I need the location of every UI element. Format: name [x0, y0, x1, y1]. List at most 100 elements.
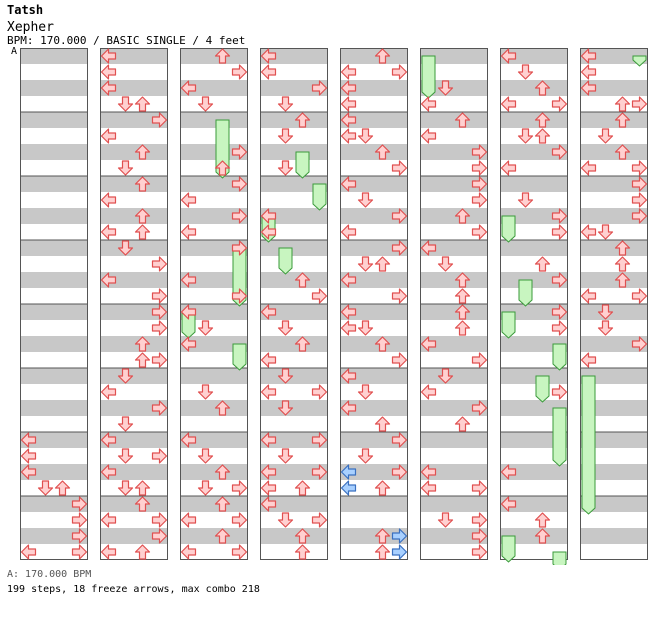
step-chart: [20, 48, 648, 565]
step-arrow-down-icon: [357, 192, 374, 208]
beat-stripe: [420, 368, 488, 384]
step-arrow-up-icon: [534, 512, 551, 528]
step-arrow-down-icon: [197, 320, 214, 336]
column-border: [340, 48, 408, 560]
step-arrow-right-icon: [391, 64, 408, 80]
step-arrow-right-icon: [471, 544, 488, 560]
step-arrow-up-icon: [374, 144, 391, 160]
step-arrow-left-icon: [100, 544, 117, 560]
step-arrow-right-icon: [311, 464, 328, 480]
beat-stripe: [260, 176, 328, 192]
step-arrow-up-icon: [454, 112, 471, 128]
step-arrow-up-icon: [454, 416, 471, 432]
step-arrow-left-icon: [180, 336, 197, 352]
step-arrow-down-icon: [597, 224, 614, 240]
step-arrow-right-icon: [631, 288, 648, 304]
artist-name: Tatsh: [7, 3, 44, 17]
step-arrow-left-icon: [260, 64, 277, 80]
step-arrow-right-icon: [231, 64, 248, 80]
step-arrow-left-icon: [20, 464, 37, 480]
step-arrow-right-icon: [551, 96, 568, 112]
beat-stripe: [500, 368, 568, 384]
step-arrow-left-icon: [500, 48, 517, 64]
freeze-arrow-left: [421, 55, 436, 99]
column-border: [180, 48, 248, 560]
beat-stripe: [340, 144, 408, 160]
step-arrow-left-icon: [100, 128, 117, 144]
step-arrow-right-icon: [631, 336, 648, 352]
step-arrow-left-icon: [500, 160, 517, 176]
beat-stripe: [20, 80, 88, 96]
step-arrow-up-icon: [454, 320, 471, 336]
freeze-arrow-left: [501, 215, 516, 243]
step-arrow-right-icon: [391, 208, 408, 224]
beat-stripe: [420, 528, 488, 544]
step-arrow-left-icon: [340, 400, 357, 416]
beat-stripe: [580, 432, 648, 448]
beat-stripe: [580, 240, 648, 256]
step-arrow-right-icon: [551, 304, 568, 320]
beat-stripe: [340, 368, 408, 384]
step-arrow-left-icon: [420, 96, 437, 112]
step-arrow-up-icon: [534, 112, 551, 128]
beat-stripe: [580, 176, 648, 192]
step-arrow-right-icon: [551, 320, 568, 336]
step-arrow-right-icon: [551, 144, 568, 160]
beat-stripe: [260, 208, 328, 224]
step-arrow-left-icon: [20, 448, 37, 464]
beat-stripe: [340, 304, 408, 320]
step-arrow-up-icon: [534, 528, 551, 544]
step-arrow-left-icon: [420, 336, 437, 352]
beat-stripe: [100, 144, 168, 160]
beat-stripe: [100, 368, 168, 384]
step-arrow-up-icon: [294, 544, 311, 560]
step-arrow-right-icon: [471, 144, 488, 160]
beat-stripe: [180, 304, 248, 320]
step-arrow-up-icon: [294, 528, 311, 544]
step-arrow-up-icon: [134, 496, 151, 512]
beat-stripe: [420, 208, 488, 224]
step-arrow-up-icon: [374, 480, 391, 496]
step-arrow-left-icon: [340, 64, 357, 80]
beat-stripe: [580, 144, 648, 160]
step-arrow-up-icon: [614, 272, 631, 288]
step-arrow-left-icon: [340, 96, 357, 112]
step-arrow-down-icon: [117, 96, 134, 112]
step-arrow-down-icon: [437, 368, 454, 384]
step-arrow-right-icon: [151, 528, 168, 544]
step-arrow-right-icon: [631, 192, 648, 208]
beat-stripe: [500, 304, 568, 320]
step-arrow-left-icon: [20, 544, 37, 560]
step-arrow-up-icon: [134, 544, 151, 560]
step-arrow-up-icon: [214, 48, 231, 64]
beat-stripe: [340, 432, 408, 448]
beat-stripe: [580, 272, 648, 288]
step-arrow-right-icon: [151, 288, 168, 304]
beat-stripe: [260, 272, 328, 288]
step-arrow-left-icon: [100, 432, 117, 448]
step-arrow-up-icon: [134, 176, 151, 192]
beat-stripe: [500, 208, 568, 224]
beat-stripe: [100, 496, 168, 512]
step-arrow-right-icon: [471, 480, 488, 496]
step-arrow-right-icon: [631, 160, 648, 176]
step-arrow-left-icon: [100, 80, 117, 96]
step-arrow-down-icon: [277, 96, 294, 112]
step-arrow-right-icon: [231, 208, 248, 224]
step-arrow-up-icon: [614, 112, 631, 128]
step-arrow-up-icon: [614, 96, 631, 112]
beat-stripe: [340, 240, 408, 256]
beat-stripe: [340, 176, 408, 192]
step-arrow-left-icon: [420, 480, 437, 496]
step-arrow-right-icon: [391, 240, 408, 256]
chart-stats: 199 steps, 18 freeze arrows, max combo 2…: [7, 584, 260, 595]
step-arrow-down-icon: [197, 384, 214, 400]
beat-stripe: [500, 464, 568, 480]
beat-stripe: [260, 400, 328, 416]
step-arrow-left-icon: [180, 224, 197, 240]
step-arrow-left-icon: [580, 224, 597, 240]
beat-stripe: [500, 272, 568, 288]
freeze-arrow-right: [232, 343, 247, 371]
step-arrow-down-icon: [437, 256, 454, 272]
column-border: [420, 48, 488, 560]
